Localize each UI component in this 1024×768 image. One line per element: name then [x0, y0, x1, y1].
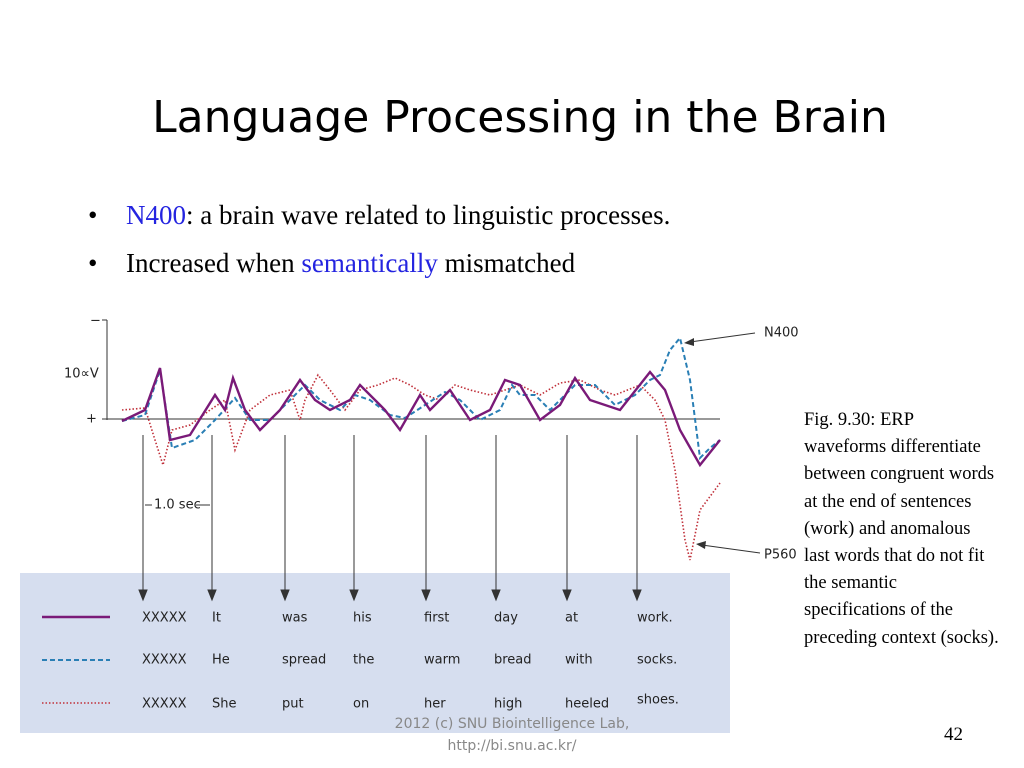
sentence-word: socks. — [637, 653, 677, 668]
sentence-word: was — [282, 611, 308, 626]
sentence-word: on — [353, 697, 369, 712]
bullet-text: semantically — [301, 248, 438, 278]
sentence-word: at — [565, 611, 578, 626]
page-number: 42 — [944, 724, 963, 745]
sentence-word: put — [282, 697, 304, 712]
axis-label: + — [86, 412, 97, 427]
footer: 2012 (c) SNU Biointelligence Lab, http:/… — [394, 716, 630, 754]
arrowhead — [696, 541, 706, 549]
bullet-text: N400 — [126, 200, 186, 230]
word-arrows — [138, 435, 642, 602]
bullet-text: : a brain wave related to linguistic pro… — [186, 200, 671, 230]
sentence-word: day — [494, 611, 518, 626]
interval-label: 1.0 sec — [154, 498, 201, 513]
sentence-word: It — [212, 611, 221, 626]
slide-title: Language Processing in the Brain — [152, 92, 888, 143]
sentence-word: warm — [424, 653, 460, 668]
arrowhead — [684, 338, 694, 346]
sentence-word: bread — [494, 653, 532, 668]
sentence-word: spread — [282, 653, 326, 668]
annotation-arrow — [689, 332, 756, 343]
sentence-word: XXXXX — [142, 653, 187, 668]
axis-label: − — [90, 314, 101, 329]
bullet-list: N400: a brain wave related to linguistic… — [88, 200, 670, 296]
sentence-word: XXXXX — [142, 611, 187, 626]
bullet: Increased when semantically mismatched — [88, 248, 670, 296]
sentence-word: work. — [637, 611, 673, 626]
figure-caption: Fig. 9.30: ERP waveforms differentiate b… — [804, 410, 999, 648]
sentence-word: first — [424, 611, 449, 626]
sentence-word: XXXXX — [142, 697, 187, 712]
sentence-word: the — [353, 653, 374, 668]
sentence-panel — [20, 573, 730, 733]
sentence-word: with — [565, 653, 593, 668]
wave-work — [121, 367, 721, 468]
annotation: N400 — [764, 326, 799, 341]
wave-socks — [121, 335, 721, 461]
annotation: P560 — [764, 548, 797, 563]
axis-label: 10∝V — [64, 367, 99, 382]
sentence-word: She — [212, 697, 237, 712]
sentence-word: heeled — [565, 697, 609, 712]
bullet: N400: a brain wave related to linguistic… — [88, 200, 670, 248]
label-bg — [152, 496, 196, 512]
sentence-word: shoes. — [637, 693, 679, 708]
bullet-text: Increased when — [126, 248, 302, 278]
annotation-arrow — [701, 544, 761, 554]
sentence-word: his — [353, 611, 372, 626]
sentence-word: her — [424, 697, 446, 712]
wave-incongruent — [121, 373, 721, 561]
sentence-word: high — [494, 697, 522, 712]
sentence-word: He — [212, 653, 230, 668]
figure-bg — [20, 310, 730, 573]
bullet-text: mismatched — [437, 248, 576, 278]
